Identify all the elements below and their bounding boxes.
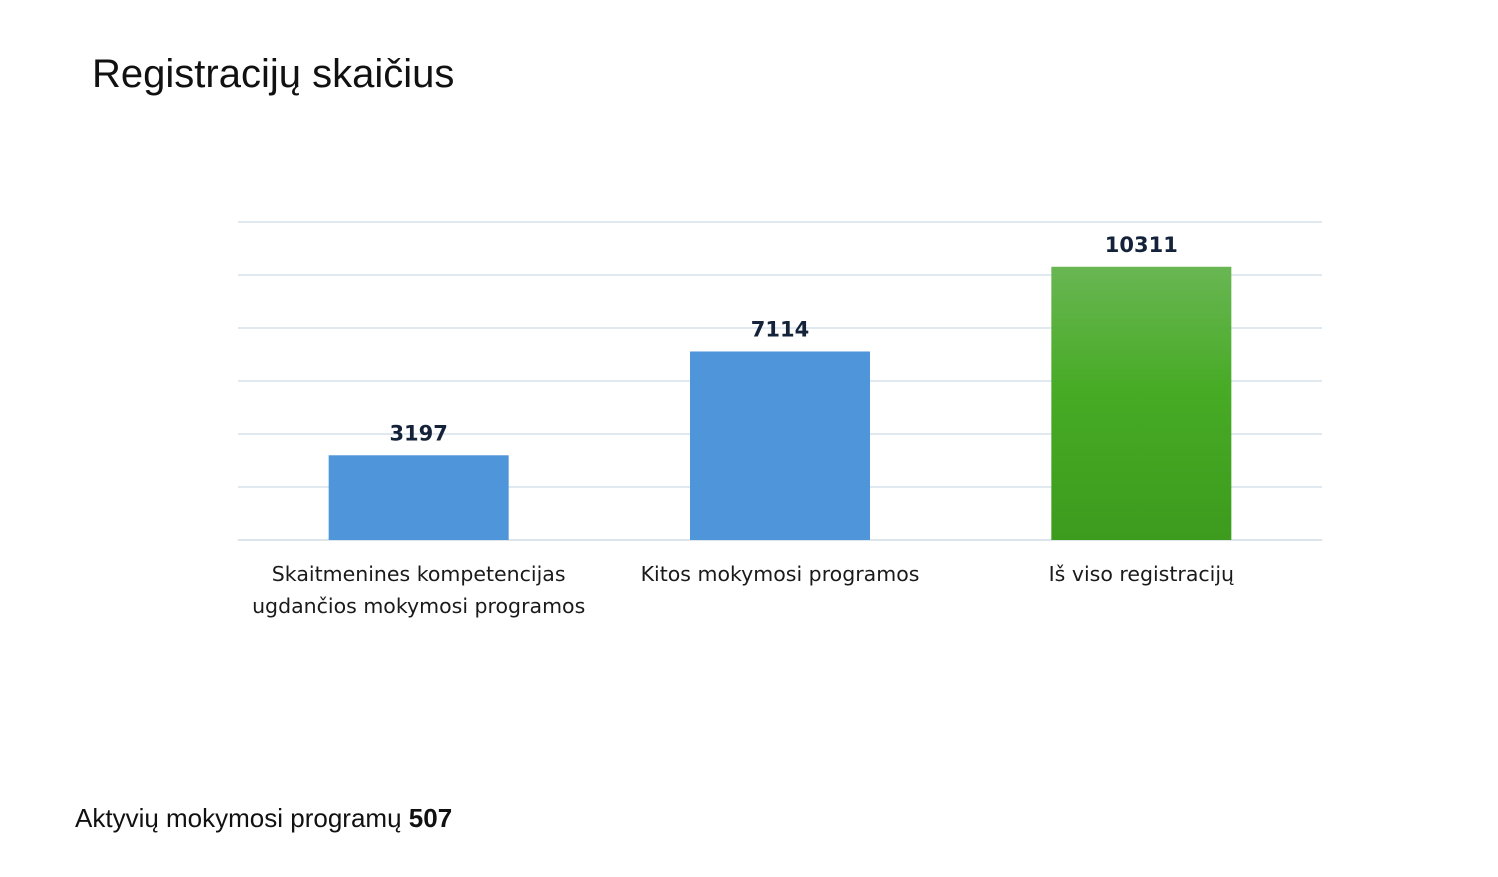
bar-1 [328, 455, 509, 540]
data-label-3: 10311 [1105, 233, 1178, 257]
active-programs-summary: Aktyvių mokymosi programų 507 [75, 803, 452, 834]
active-programs-count: 507 [408, 803, 453, 833]
data-label-1: 3197 [389, 421, 447, 445]
data-label-2: 7114 [751, 317, 809, 341]
category-label-2: Kitos mokymosi programos [641, 562, 920, 586]
category-label-3: Iš viso registracijų [1049, 562, 1234, 586]
bar-2 [690, 351, 870, 540]
category-label-1: Skaitmenines kompetencijas ugdančios moky… [252, 562, 585, 618]
page-title: Registracijų skaičius [92, 52, 455, 96]
active-programs-label: Aktyvių mokymosi programų [75, 803, 402, 833]
data-labels: 3197 7114 10311 [389, 233, 1177, 446]
bars [328, 266, 1232, 540]
category-labels: Skaitmenines kompetencijas ugdančios moky… [252, 562, 1234, 618]
bar-3 [1051, 266, 1232, 540]
